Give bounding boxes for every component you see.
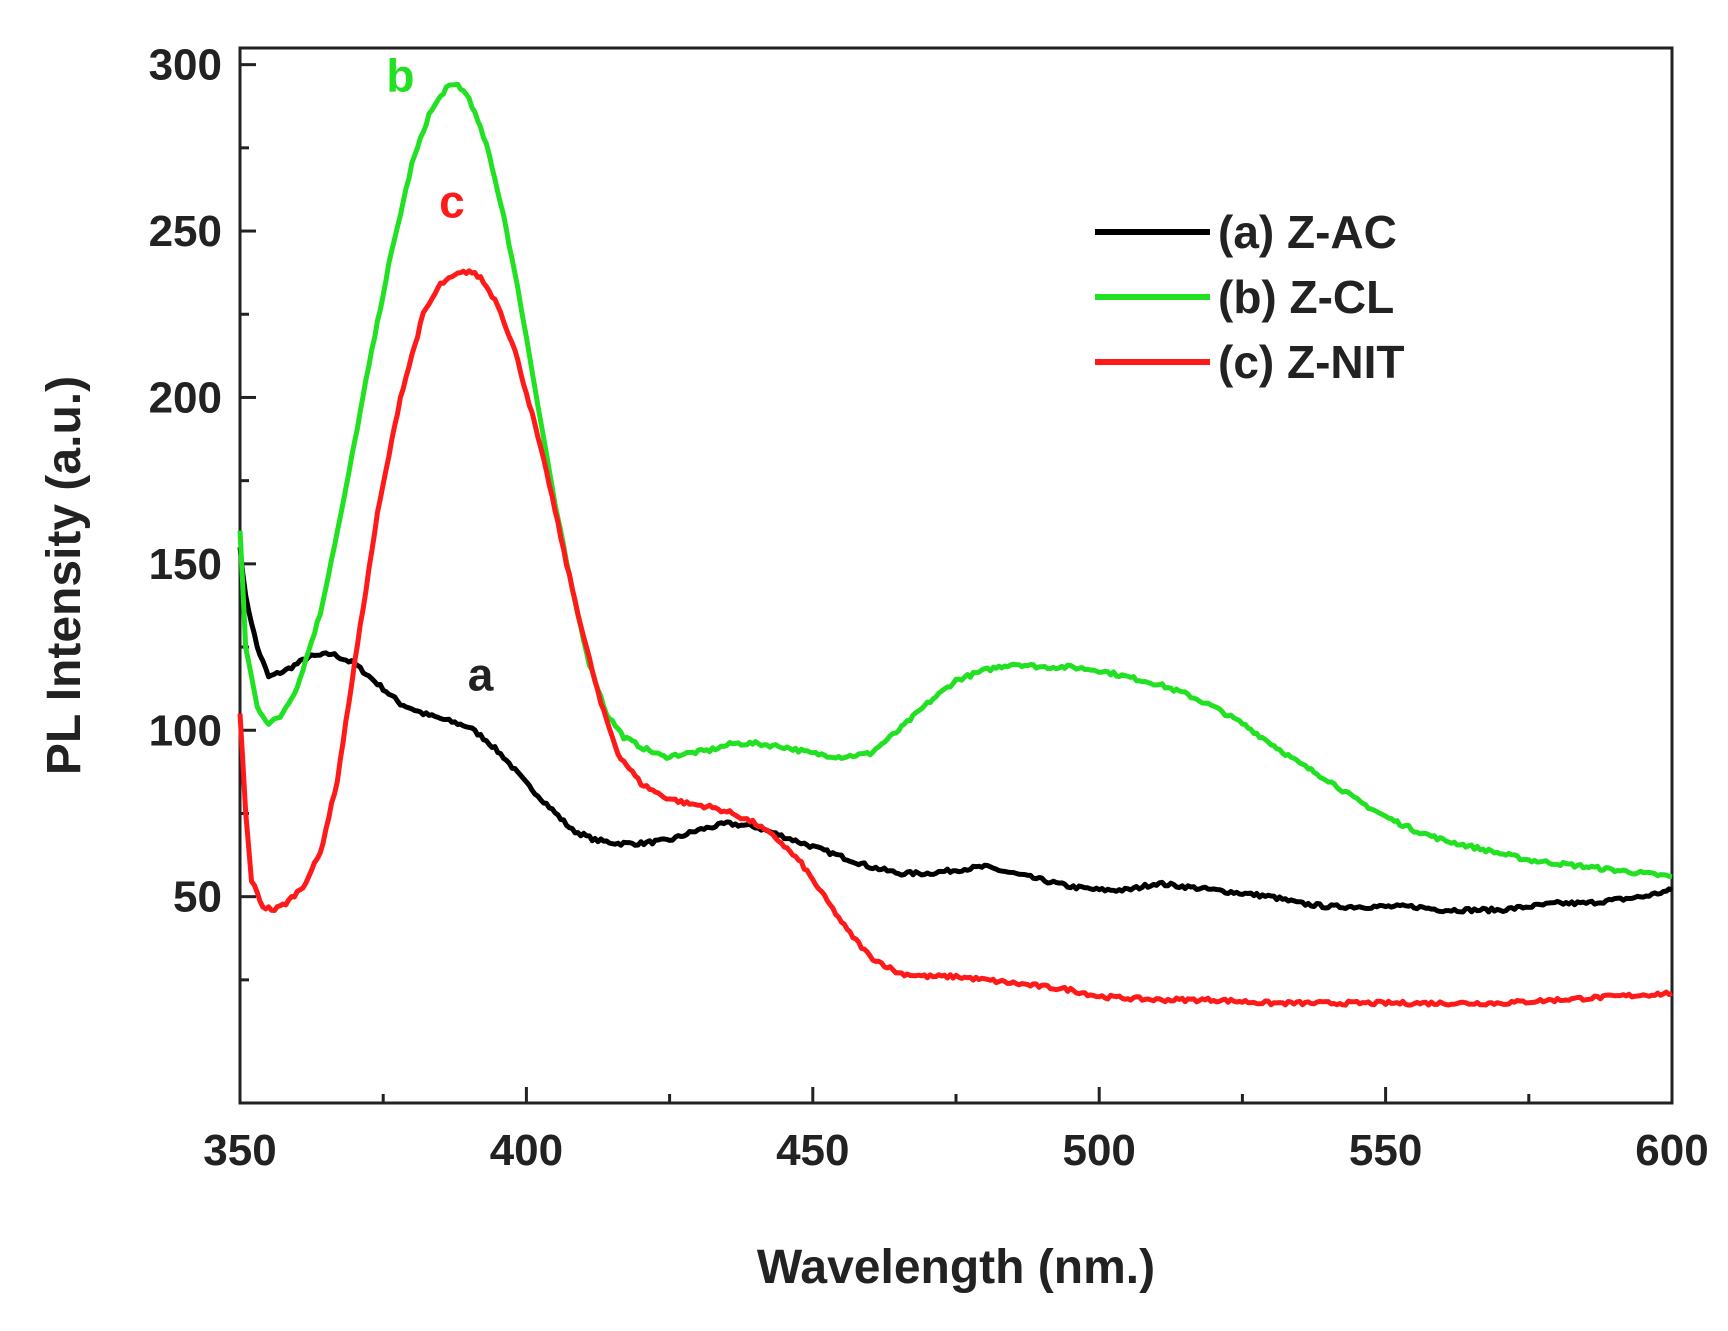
y-tick-label: 300 bbox=[149, 41, 222, 90]
legend-label-b: (b) Z-CL bbox=[1218, 271, 1394, 323]
y-axis-title: PL Intensity (a.u.) bbox=[38, 376, 91, 775]
x-tick-label: 350 bbox=[203, 1126, 276, 1175]
legend-label-a: (a) Z-AC bbox=[1218, 206, 1397, 258]
x-tick-label: 500 bbox=[1062, 1126, 1135, 1175]
y-tick-labels: 50 100 150 200 250 300 bbox=[149, 41, 222, 922]
legend: (a) Z-AC (b) Z-CL (c) Z-NIT bbox=[1095, 206, 1405, 388]
x-tick-labels: 350 400 450 500 550 600 bbox=[203, 1126, 1708, 1175]
annotation-b: b bbox=[386, 49, 414, 101]
x-axis-title: Wavelength (nm.) bbox=[757, 1241, 1155, 1294]
x-tick-label: 550 bbox=[1349, 1126, 1422, 1175]
y-tick-label: 50 bbox=[173, 873, 222, 922]
legend-label-c: (c) Z-NIT bbox=[1218, 336, 1405, 388]
x-tick-label: 400 bbox=[490, 1126, 563, 1175]
series-annotations: a b c bbox=[386, 49, 493, 700]
x-tick-label: 600 bbox=[1635, 1126, 1708, 1175]
y-tick-label: 250 bbox=[149, 207, 222, 256]
series-line-c bbox=[237, 268, 1674, 1008]
y-tick-label: 200 bbox=[149, 373, 222, 422]
x-tick-label: 450 bbox=[776, 1126, 849, 1175]
series-line-a bbox=[237, 546, 1673, 915]
annotation-c: c bbox=[439, 176, 465, 228]
y-tick-label: 150 bbox=[149, 540, 222, 589]
series-line-b bbox=[237, 81, 1673, 880]
series-lines bbox=[237, 81, 1674, 1008]
y-tick-label: 100 bbox=[149, 706, 222, 755]
annotation-a: a bbox=[468, 648, 494, 700]
